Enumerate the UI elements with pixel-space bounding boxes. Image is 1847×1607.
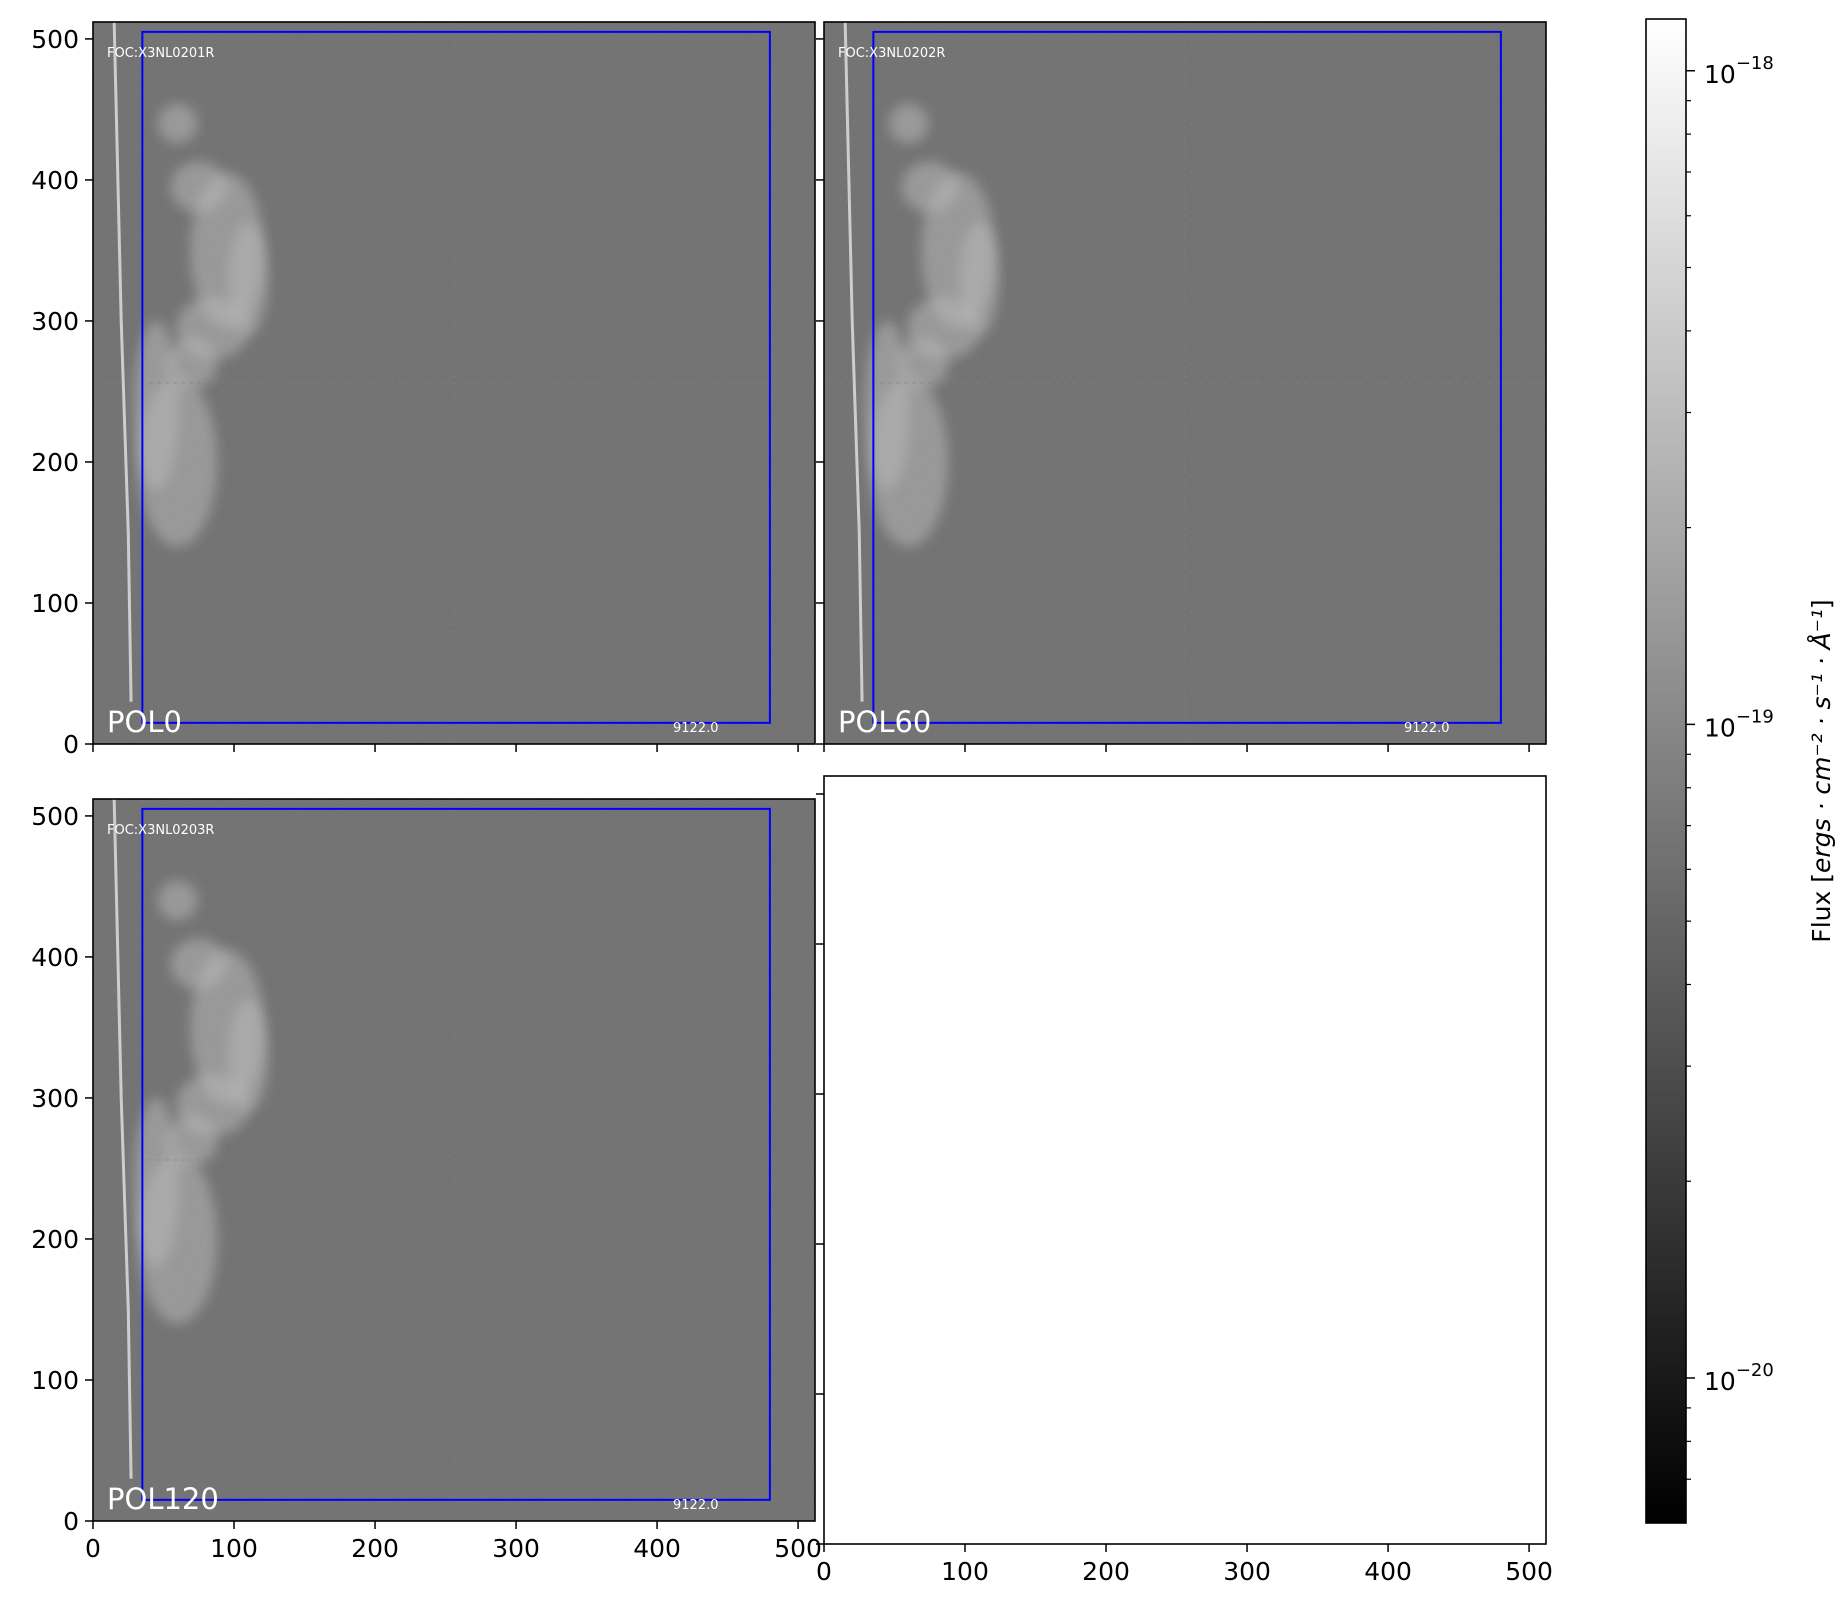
y-tick-label: 100	[31, 589, 79, 618]
y-tick-label: 400	[31, 943, 79, 972]
colorbar-frame	[1645, 18, 1687, 1524]
panel-header-text: FOC:X3NL0203R	[107, 823, 214, 838]
pol-label: POL60	[838, 705, 931, 739]
x-tick-label: 400	[633, 1534, 681, 1563]
y-tick-label: 200	[31, 1225, 79, 1254]
x-tick-label: 500	[1505, 1557, 1553, 1586]
wavelength-text: 9122.0	[673, 721, 719, 736]
x-tick-label: 200	[351, 1534, 399, 1563]
x-tick-label: 300	[492, 1534, 540, 1563]
panel-pol0: FOC:X3NL0201R 9122.0 POL0 500 400 300 200 100 0	[31, 21, 816, 759]
y-tick-label: 0	[63, 1507, 79, 1536]
axes-frame	[823, 775, 1547, 1545]
y-tick-label: 400	[31, 166, 79, 195]
colorbar-tick-label: 10−19	[1704, 706, 1774, 742]
y-tick-label: 300	[31, 307, 79, 336]
x-tick-label: 100	[210, 1534, 258, 1563]
panel-header-text: FOC:X3NL0202R	[838, 46, 945, 61]
y-tick-label: 100	[31, 1366, 79, 1395]
y-tick-label: 0	[63, 730, 79, 759]
axes-frame	[823, 21, 1547, 745]
wavelength-text: 9122.0	[1404, 721, 1450, 736]
wavelength-text: 9122.0	[673, 1498, 719, 1513]
x-tick-label: 0	[816, 1557, 832, 1586]
colorbar-tick-label: 10−20	[1704, 1360, 1774, 1396]
colorbar-tick-label: 10−18	[1704, 53, 1774, 89]
roi-box	[141, 30, 771, 724]
panel-header-text: FOC:X3NL0201R	[107, 46, 214, 61]
panel-empty: 0 100 200 300 400 500	[816, 775, 1553, 1586]
x-tick-label: 400	[1364, 1557, 1412, 1586]
roi-box	[872, 30, 1502, 724]
y-tick-label: 500	[31, 25, 79, 54]
pol-label: POL120	[107, 1482, 219, 1516]
colorbar: 10−18 10−19 10−20 Flux [ergs · cm⁻² · s⁻¹ ·…	[1645, 18, 1836, 1524]
colorbar-label: Flux [ergs · cm⁻² · s⁻¹ · Å⁻¹]	[1807, 599, 1836, 942]
x-tick-label: 200	[1082, 1557, 1130, 1586]
axes-frame	[92, 798, 816, 1522]
y-tick-label: 200	[31, 448, 79, 477]
pol-label: POL0	[107, 705, 182, 739]
x-tick-label: 100	[941, 1557, 989, 1586]
axes-frame	[92, 21, 816, 745]
x-tick-label: 500	[774, 1534, 822, 1563]
x-tick-label: 0	[85, 1534, 101, 1563]
empty-axes-background	[824, 776, 1546, 1544]
y-tick-label: 500	[31, 802, 79, 831]
x-tick-label: 300	[1223, 1557, 1271, 1586]
panel-pol60: FOC:X3NL0202R 9122.0 POL60	[816, 21, 1547, 752]
y-tick-label: 300	[31, 1084, 79, 1113]
colorbar-gradient	[1646, 19, 1686, 1523]
roi-box	[141, 807, 771, 1501]
